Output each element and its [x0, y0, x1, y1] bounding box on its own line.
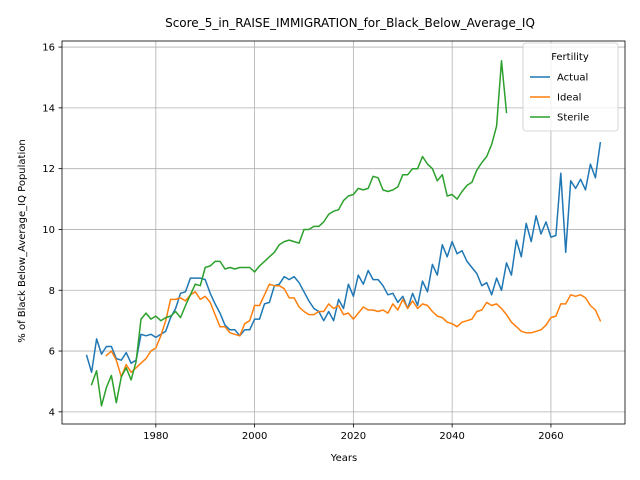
x-tick-label: 1980 — [143, 431, 168, 442]
x-tick-label: 2020 — [341, 431, 366, 442]
legend-label-sterile: Sterile — [557, 113, 589, 124]
y-tick-label: 8 — [49, 286, 55, 297]
chart-title: Score_5_in_RAISE_IMMIGRATION_for_Black_B… — [165, 16, 535, 30]
x-tick-label: 2060 — [538, 431, 563, 442]
x-axis-label: Years — [330, 453, 357, 464]
x-tick-label: 2040 — [439, 431, 464, 442]
legend-label-ideal: Ideal — [557, 93, 581, 104]
y-axis-label: % of Black Below_Average_IQ Population — [17, 139, 28, 342]
y-tick-label: 10 — [42, 225, 55, 236]
legend-label-actual: Actual — [557, 73, 588, 84]
y-tick-label: 6 — [49, 347, 55, 358]
y-tick-label: 12 — [42, 164, 55, 175]
y-tick-label: 14 — [42, 103, 55, 114]
legend-title: Fertility — [551, 52, 589, 63]
y-tick-label: 4 — [49, 407, 55, 418]
legend: Fertility Actual Ideal Sterile — [523, 43, 618, 131]
x-tick-label: 2000 — [242, 431, 267, 442]
y-tick-label: 16 — [42, 43, 55, 54]
